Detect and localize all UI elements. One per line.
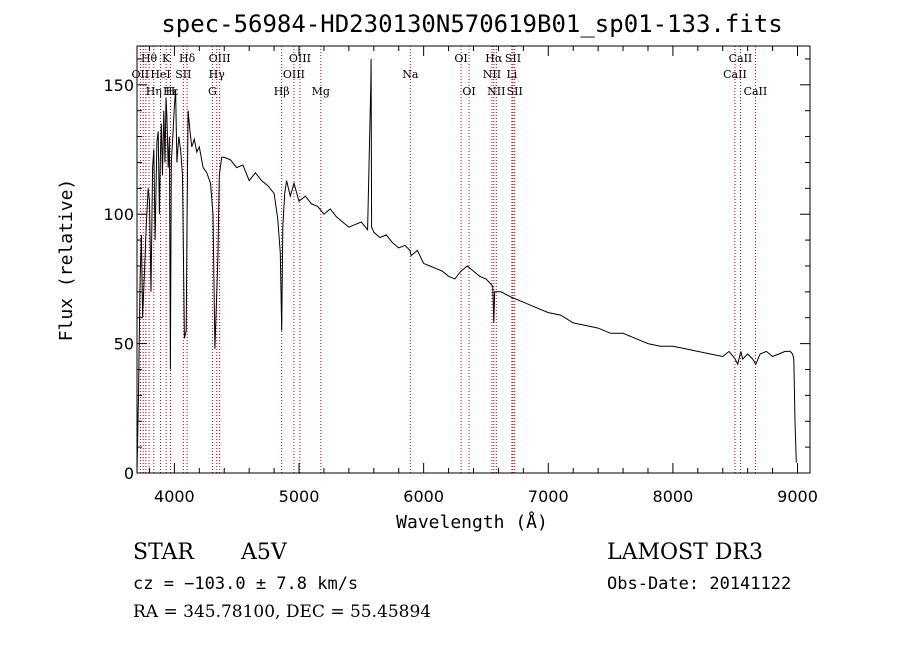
line-label: NII (487, 85, 505, 98)
line-label: K (162, 52, 171, 65)
x-tick-label: 8000 (653, 487, 694, 506)
y-axis-ticks: 0 50 100 150 (103, 58, 810, 483)
line-label: CaII (729, 52, 753, 65)
survey-name: LAMOST DR3 (607, 540, 763, 565)
x-tick-label: 6000 (403, 487, 444, 506)
line-label: Hη (146, 85, 162, 98)
y-tick-label: 50 (114, 335, 134, 354)
line-label: OI (454, 52, 467, 65)
redshift-value: cz = −103.0 ± 7.8 km/s (133, 574, 359, 594)
line-label: HeI (150, 68, 170, 81)
line-label: SII (505, 52, 521, 65)
line-label: OIII (289, 52, 311, 65)
spectrum-line (136, 58, 797, 474)
line-label: Hθ (141, 52, 158, 65)
line-label: Hα (485, 52, 503, 65)
line-label: SII (507, 85, 523, 98)
line-label: OI (462, 85, 475, 98)
line-label: Hβ (274, 85, 290, 98)
x-axis-label: Wavelength (Å) (396, 511, 548, 533)
x-axis-ticks: 4000 5000 6000 7000 8000 9000 (148, 46, 818, 506)
line-label: Na (402, 68, 419, 81)
y-axis-label: Flux (relative) (56, 179, 77, 342)
emission-line-markers (139, 46, 756, 473)
line-label: CaII (744, 85, 768, 98)
line-label: Mg (312, 85, 330, 98)
line-label: OIII (209, 52, 231, 65)
line-label: SII (175, 68, 191, 81)
y-tick-label: 0 (124, 464, 134, 483)
line-label: Hγ (209, 68, 226, 81)
y-tick-label: 150 (103, 76, 134, 95)
line-label: Hε (163, 85, 179, 98)
observation-date: Obs-Date: 20141122 (607, 574, 792, 594)
line-label: OIII (283, 68, 305, 81)
x-tick-label: 4000 (154, 487, 195, 506)
line-label: Hδ (179, 52, 196, 65)
y-tick-label: 100 (103, 205, 134, 224)
line-label: H (166, 85, 176, 98)
x-tick-label: 5000 (279, 487, 320, 506)
object-class: STAR (133, 540, 194, 565)
object-subclass: A5V (241, 540, 287, 565)
line-label: G (208, 85, 217, 98)
x-tick-label: 7000 (528, 487, 569, 506)
line-label: CaII (723, 68, 747, 81)
x-tick-label: 9000 (777, 487, 818, 506)
coordinates: RA = 345.78100, DEC = 55.45894 (133, 602, 432, 622)
line-label: Li (506, 68, 517, 81)
chart-title: spec-56984-HD230130N570619B01_sp01-133.f… (161, 10, 782, 38)
line-label: NII (483, 68, 501, 81)
line-label: OII (132, 68, 150, 81)
plot-frame (136, 45, 811, 474)
